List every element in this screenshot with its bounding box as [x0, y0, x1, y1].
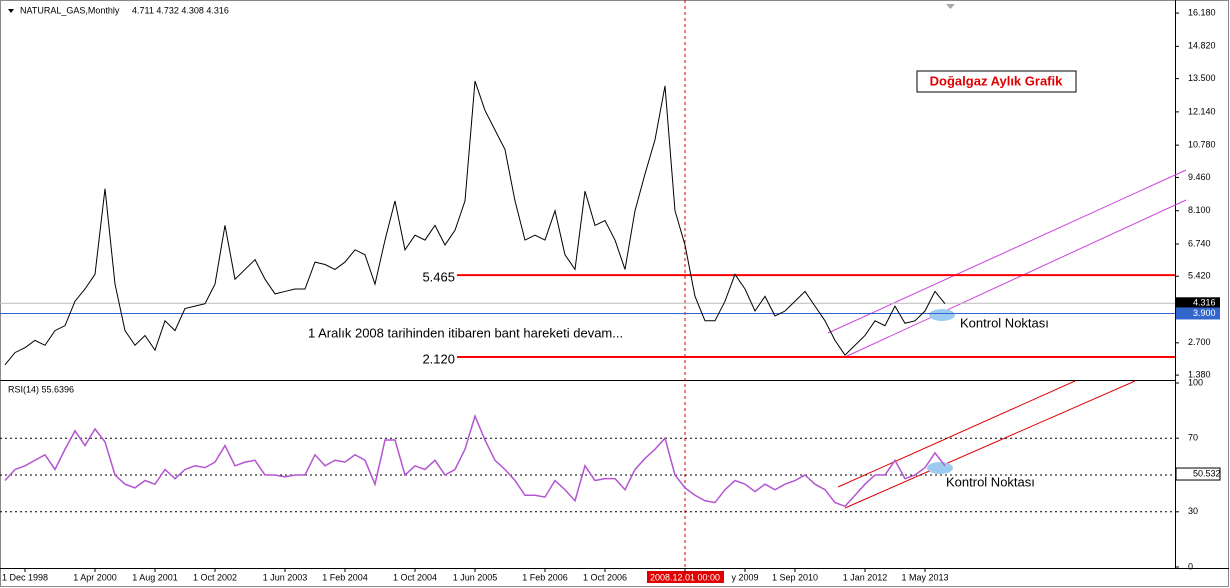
x-tick-label: 1 Jun 2005: [453, 572, 498, 582]
x-tick-label: 2008.12.01 00:00: [650, 572, 720, 582]
marker-label: 3.900: [1193, 308, 1216, 318]
marker-box: [1176, 307, 1220, 320]
marker-box: [1175, 467, 1221, 481]
y-tick-label: 2.700: [1188, 337, 1211, 347]
marker-label: 4.316: [1193, 298, 1216, 308]
x-tick-label: 1 Sep 2010: [772, 572, 818, 582]
y-tick-label: 16.180: [1188, 7, 1216, 17]
y-tick-label: 100: [1188, 377, 1203, 387]
chart-title: NATURAL_GAS,Monthly: [20, 5, 120, 15]
y-tick-label: 9.460: [1188, 172, 1211, 182]
x-tick-label: 1 Feb 2004: [322, 572, 368, 582]
x-tick-label: 1 Jun 2003: [263, 572, 308, 582]
y-tick-label: 12.140: [1188, 106, 1216, 116]
note: 1 Aralık 2008 tarihinden itibaren bant h…: [308, 325, 623, 340]
channel-line: [827, 169, 1187, 334]
annotation: Doğalgaz Aylık Grafik: [930, 73, 1063, 88]
annotation-box: [916, 70, 1077, 93]
x-tick-label: 1 May 2013: [901, 572, 948, 582]
checkpoint: [929, 309, 955, 321]
rsi-title: RSI(14) 55.6396: [8, 384, 74, 394]
x-tick-label: 1 Oct 2006: [583, 572, 627, 582]
level-label: 5.465: [422, 270, 455, 285]
x-tick-label: 1 Oct 2004: [393, 572, 437, 582]
rsi-channel-line: [837, 380, 1076, 488]
checkpoint-label: Kontrol Noktası: [960, 315, 1049, 330]
series-line: [4, 413, 946, 508]
y-tick-label: 5.420: [1188, 271, 1211, 281]
ohlc: 4.711 4.732 4.308 4.316: [132, 5, 229, 15]
x-tick-label: 1 Aug 2001: [132, 572, 178, 582]
marker-label: 50.532: [1193, 468, 1221, 478]
x-tick-label: 1 Apr 2000: [73, 572, 117, 582]
y-tick-label: 13.500: [1188, 73, 1216, 83]
y-tick-label: 30: [1188, 506, 1198, 516]
checkpoint-label: Kontrol Noktası: [946, 474, 1035, 489]
checkpoint: [927, 462, 953, 474]
x-tick-label: 1 Jan 2012: [843, 572, 888, 582]
x-tick-label: 1 Feb 2006: [522, 572, 568, 582]
y-tick-label: 70: [1188, 433, 1198, 443]
dropdown-icon: [8, 9, 14, 13]
marker-box: [1176, 297, 1220, 310]
y-tick-label: 14.820: [1188, 41, 1216, 51]
channel-line: [844, 199, 1187, 358]
x-tick-label: 1 Dec 1998: [2, 572, 48, 582]
shift-marker: [946, 4, 955, 9]
level-label: 2.120: [422, 351, 455, 366]
x-tick-label: 1 Oct 2002: [193, 572, 237, 582]
rsi-channel-line: [844, 380, 1136, 509]
y-tick-label: 1.380: [1188, 369, 1211, 379]
y-tick-label: 10.780: [1188, 140, 1216, 150]
x-tick-highlight: [647, 571, 724, 583]
y-tick-label: 8.100: [1188, 205, 1211, 215]
series-line: [4, 80, 946, 366]
y-tick-label: 6.740: [1188, 238, 1211, 248]
y-tick-label: 0: [1188, 561, 1193, 571]
x-tick-label: y 2009: [731, 572, 758, 582]
